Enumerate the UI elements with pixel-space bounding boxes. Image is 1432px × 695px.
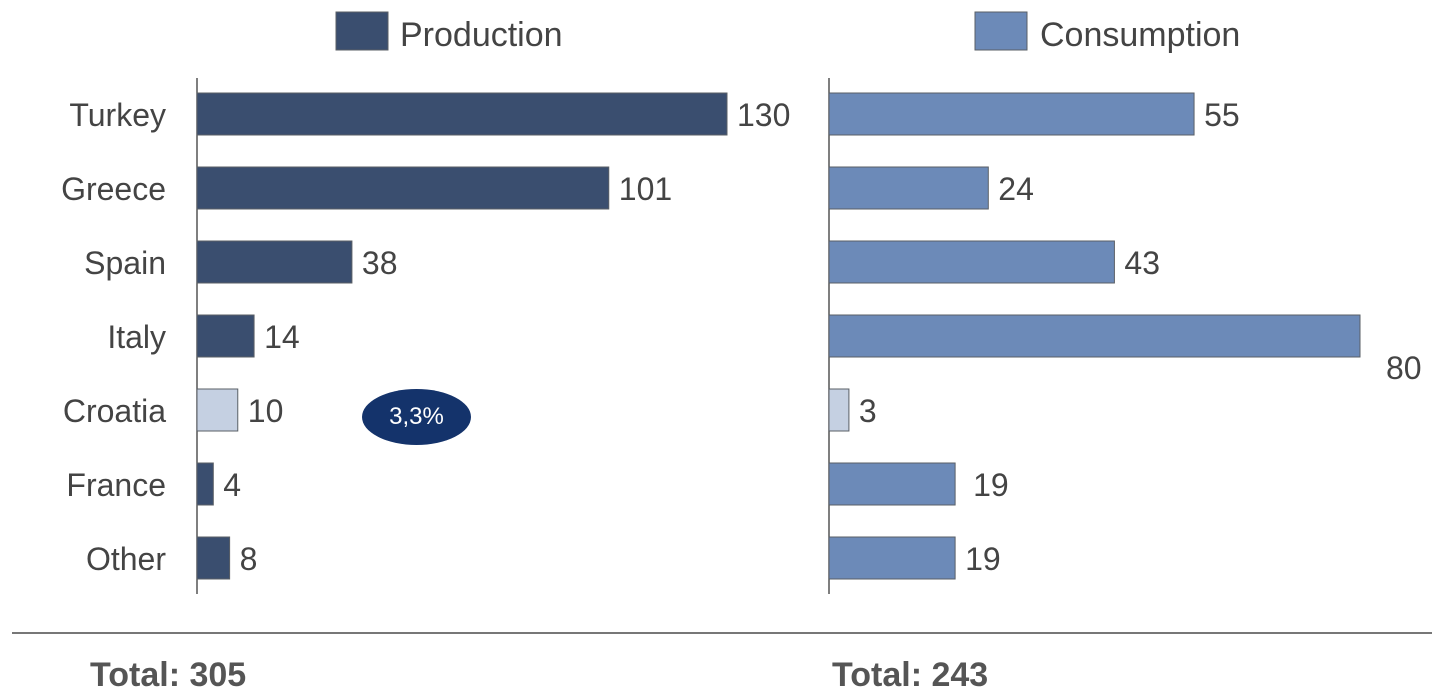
consumption-value-croatia: 3 <box>859 393 877 429</box>
consumption-bar-italy <box>828 314 1361 358</box>
category-label-spain: Spain <box>84 245 166 281</box>
croatia-share-badge: 3,3% <box>362 389 471 445</box>
consumption-value-spain: 43 <box>1124 245 1160 281</box>
category-label-turkey: Turkey <box>69 97 166 133</box>
consumption-value-france: 19 <box>973 467 1009 503</box>
category-label-italy: Italy <box>107 319 166 355</box>
production-bar-turkey <box>196 92 728 136</box>
production-value-croatia: 10 <box>248 393 284 429</box>
production-value-italy: 14 <box>264 319 300 355</box>
production-legend-label: Production <box>400 16 563 54</box>
consumption-value-greece: 24 <box>998 171 1034 207</box>
category-label-other: Other <box>86 541 166 577</box>
consumption-bar-turkey <box>828 92 1195 136</box>
production-bar-other <box>196 536 231 580</box>
production-value-spain: 38 <box>362 245 398 281</box>
production-value-other: 8 <box>240 541 258 577</box>
production-value-greece: 101 <box>619 171 672 207</box>
category-labels: Turkey Greece Spain Italy Croatia France Other <box>61 97 166 577</box>
consumption-value-turkey: 55 <box>1204 97 1240 133</box>
category-label-greece: Greece <box>61 171 166 207</box>
production-bar-italy <box>196 314 255 358</box>
totals-divider <box>12 632 1432 634</box>
consumption-value-italy: 80 <box>1386 350 1422 386</box>
consumption-bar-croatia <box>828 388 850 432</box>
consumption-total: Total: 243 <box>832 656 989 694</box>
production-bar-croatia <box>196 388 239 432</box>
croatia-share-text: 3,3% <box>389 403 444 430</box>
consumption-legend-label: Consumption <box>1040 16 1240 54</box>
production-value-france: 4 <box>223 467 241 503</box>
production-bar-greece <box>196 166 610 210</box>
consumption-bar-spain <box>828 240 1115 284</box>
production-bar-france <box>196 462 214 506</box>
production-bar-spain <box>196 240 353 284</box>
consumption-value-other: 19 <box>965 541 1001 577</box>
consumption-bar-france <box>828 462 956 506</box>
consumption-bar-greece <box>828 166 989 210</box>
category-label-croatia: Croatia <box>63 393 166 429</box>
legend: Production Consumption <box>335 11 1240 54</box>
production-legend-swatch <box>335 11 389 51</box>
consumption-bar-other <box>828 536 956 580</box>
production-total: Total: 305 <box>90 656 247 694</box>
consumption-legend-swatch <box>974 11 1028 51</box>
production-value-turkey: 130 <box>737 97 790 133</box>
production-panel: 130 101 38 14 10 4 8 <box>196 78 790 594</box>
consumption-panel: 55 24 43 80 3 19 19 <box>828 78 1422 594</box>
category-label-france: France <box>66 467 166 503</box>
